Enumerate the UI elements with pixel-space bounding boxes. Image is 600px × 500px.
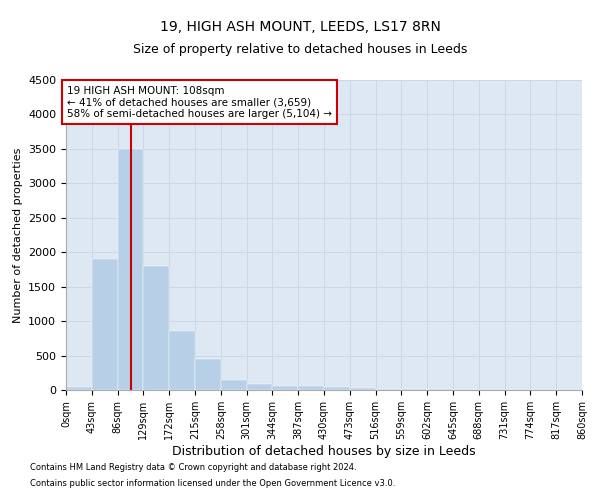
Bar [66, 386, 92, 390]
Text: 19 HIGH ASH MOUNT: 108sqm
← 41% of detached houses are smaller (3,659)
58% of se: 19 HIGH ASH MOUNT: 108sqm ← 41% of detac… [67, 86, 332, 118]
Text: Contains public sector information licensed under the Open Government Licence v3: Contains public sector information licen… [30, 478, 395, 488]
Bar [376, 388, 401, 390]
Bar [169, 332, 195, 390]
Bar [221, 380, 247, 390]
Bar [272, 386, 298, 390]
Text: Contains HM Land Registry data © Crown copyright and database right 2024.: Contains HM Land Registry data © Crown c… [30, 464, 356, 472]
Bar [143, 266, 169, 390]
Bar [195, 359, 221, 390]
Bar [324, 387, 350, 390]
Text: 19, HIGH ASH MOUNT, LEEDS, LS17 8RN: 19, HIGH ASH MOUNT, LEEDS, LS17 8RN [160, 20, 440, 34]
Bar [92, 259, 118, 390]
Text: Size of property relative to detached houses in Leeds: Size of property relative to detached ho… [133, 42, 467, 56]
Bar [350, 388, 376, 390]
Y-axis label: Number of detached properties: Number of detached properties [13, 148, 23, 322]
X-axis label: Distribution of detached houses by size in Leeds: Distribution of detached houses by size … [172, 444, 476, 458]
Bar [247, 384, 272, 390]
Bar [298, 386, 324, 390]
Bar [118, 149, 143, 390]
